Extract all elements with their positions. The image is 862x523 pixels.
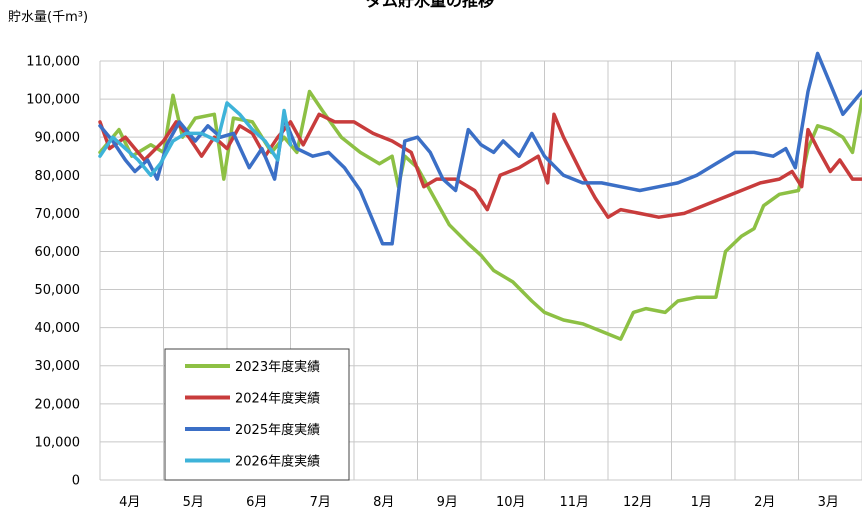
- y-tick-label: 10,000: [35, 435, 81, 450]
- y-tick-label: 20,000: [35, 397, 81, 412]
- y-tick-label: 90,000: [35, 131, 81, 146]
- x-tick-label: 10月: [496, 495, 526, 510]
- y-tick-label: 60,000: [35, 245, 81, 260]
- x-tick-label: 11月: [559, 495, 589, 510]
- series-line: [98, 51, 862, 246]
- y-tick-label: 0: [72, 474, 80, 489]
- legend-box: [164, 348, 350, 481]
- x-tick-label: 6月: [246, 495, 267, 510]
- x-tick-label: 12月: [623, 495, 653, 510]
- legend-label: 2026年度実績: [235, 454, 320, 470]
- x-tick-label: 1月: [691, 495, 712, 510]
- series-line: [98, 89, 862, 341]
- y-tick-label: 70,000: [35, 207, 81, 222]
- legend-label: 2023年度実績: [235, 359, 320, 375]
- y-tick-label: 100,000: [26, 93, 80, 108]
- y-tick-label: 40,000: [35, 321, 81, 336]
- x-tick-label: 2月: [754, 495, 775, 510]
- y-tick-label: 30,000: [35, 359, 81, 374]
- x-tick-label: 3月: [818, 495, 839, 510]
- y-tick-label: 110,000: [26, 55, 80, 70]
- series-line: [98, 101, 293, 178]
- x-tick-label: 4月: [119, 495, 140, 510]
- y-axis-label: 貯水量(千m³): [8, 10, 88, 25]
- legend: 2023年度実績 2024年度実績 2025年度実績 2026年度実績: [164, 348, 350, 481]
- legend-label: 2025年度実績: [235, 422, 320, 438]
- plot-area: 0 10,000 20,000 30,000 40,000 50,000 60,000 70,…: [26, 51, 862, 510]
- x-tick-label: 5月: [183, 495, 204, 510]
- x-tick-label: 7月: [310, 495, 331, 510]
- y-tick-label: 80,000: [35, 169, 81, 184]
- chart-title: ダム貯水量の推移: [366, 0, 494, 10]
- y-tick-label: 50,000: [35, 283, 81, 298]
- x-tick-label: 8月: [373, 495, 394, 510]
- legend-label: 2024年度実績: [235, 391, 320, 407]
- x-tick-label: 9月: [437, 495, 458, 510]
- series-line: [98, 112, 862, 219]
